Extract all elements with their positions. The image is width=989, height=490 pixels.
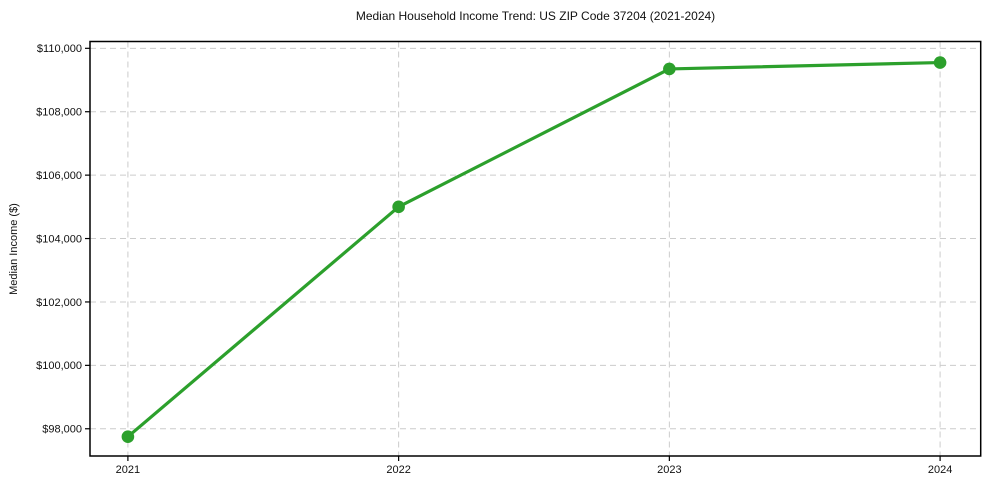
data-point-marker: [933, 56, 947, 69]
y-tick-label: $106,000: [36, 170, 82, 182]
data-point-marker: [392, 200, 405, 214]
x-tick-label: 2023: [657, 464, 681, 476]
y-tick-label: $102,000: [36, 297, 82, 309]
y-tick-label: $100,000: [36, 360, 82, 372]
income-trend-line: [126, 60, 942, 439]
x-tick-label: 2021: [116, 464, 140, 476]
y-tick-label: $98,000: [42, 424, 82, 436]
y-tick-label: $104,000: [36, 233, 82, 245]
plot-border: [89, 40, 982, 457]
data-point-marker: [663, 62, 676, 76]
x-tick-label: 2022: [386, 464, 410, 476]
data-point-marker: [121, 430, 135, 443]
y-tick-label: $108,000: [36, 107, 82, 119]
chart-title: Median Household Income Trend: US ZIP Co…: [355, 9, 716, 23]
y-tick-label: $110,000: [37, 43, 82, 55]
x-tick-label: 2024: [928, 464, 952, 476]
